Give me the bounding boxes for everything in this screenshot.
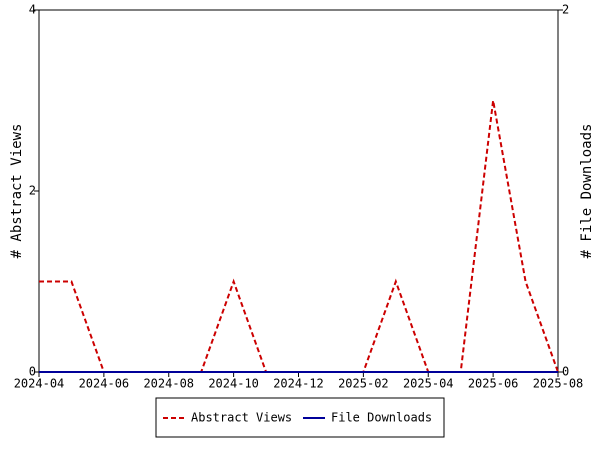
plot-frame [38,9,559,373]
x-tick-label: 2024-06 [79,377,130,391]
x-tick-label: 2025-06 [468,377,519,391]
x-tick-label: 2024-04 [14,377,65,391]
x-tick-label: 2025-04 [403,377,454,391]
legend-box [155,397,445,438]
x-tick-label: 2025-08 [533,377,584,391]
legend-label: File Downloads [331,411,432,425]
x-tick-label: 2024-10 [208,377,259,391]
y2-axis-title: # File Downloads [579,124,595,259]
y-tick-label: 0 [29,365,36,379]
y-axis-title: # Abstract Views [9,124,25,259]
x-tick-label: 2024-08 [143,377,194,391]
y-tick-label: 4 [29,3,36,17]
y2-tick-label: 2 [562,3,569,17]
y2-tick-label: 0 [562,365,569,379]
x-tick-label: 2024-12 [273,377,324,391]
legend-label: Abstract Views [191,411,292,425]
series-line [39,100,559,373]
x-tick-label: 2025-02 [338,377,389,391]
y-tick-label: 2 [29,184,36,198]
